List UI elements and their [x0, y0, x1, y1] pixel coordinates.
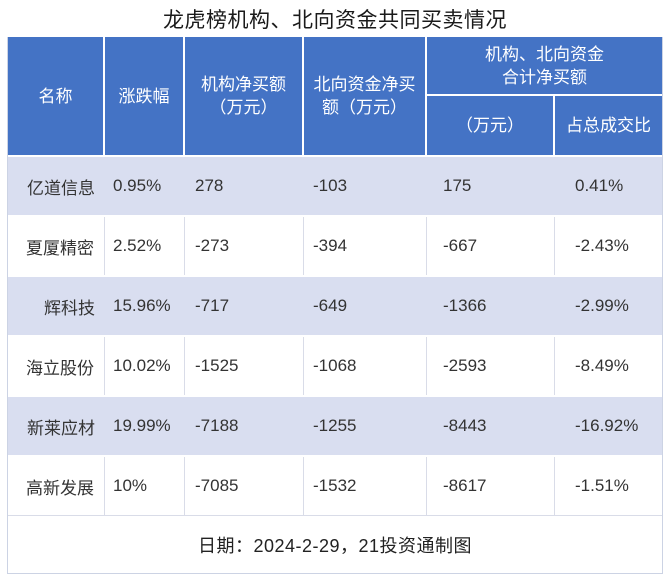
header-combined-ratio: 占总成交比 — [566, 116, 651, 135]
cell-combined-ratio: -1.51% — [575, 476, 629, 495]
table-row: 夏厦精密 2.52% -273 -394 -667 -2.43% — [8, 215, 662, 275]
cell-combined-ratio: -2.43% — [575, 236, 629, 255]
cell-north-net-buy: -103 — [313, 176, 348, 195]
cell-stock-name: 亿道信息 — [27, 178, 95, 198]
cell-combined-amount: -1366 — [443, 296, 487, 315]
cell-stock-name: 海立股份 — [8, 337, 105, 395]
header-north-net-buy: 北向资金净买 额（万元） — [304, 37, 427, 155]
table-row: 高新发展 10% -7085 -1532 -8617 -1.51% — [8, 455, 662, 515]
table-body: 亿道信息 0.95% 278 -103 175 0.41% 夏厦精密 2.52%… — [8, 155, 662, 515]
cell-north-net-buy: -1532 — [304, 457, 427, 515]
cell-inst-net-buy: -7085 — [185, 457, 304, 515]
cell-stock-name: 夏厦精密 — [8, 217, 105, 275]
cell-change-percent: 19.99% — [113, 416, 171, 435]
cell-change-percent: 2.52% — [105, 217, 185, 275]
data-table: 名称 涨跌幅 机构净买额 （万元） 北向资金净买 额（万元） 机构、北向资金 合… — [7, 37, 663, 574]
cell-inst-net-buy: 278 — [195, 176, 224, 195]
cell-change-percent: 15.96% — [113, 296, 171, 315]
cell-change-percent: 10.02% — [105, 337, 185, 395]
header-combined-amount: （万元） — [427, 96, 555, 155]
chart-title: 龙虎榜机构、北向资金共同买卖情况 — [163, 9, 507, 32]
cell-stock-name: 新莱应材 — [27, 418, 95, 438]
cell-inst-net-buy: -717 — [195, 296, 230, 315]
cell-combined-amount: -8443 — [443, 416, 487, 435]
cell-stock-name: 高新发展 — [8, 457, 105, 515]
table-footer-note: 日期：2024-2-29，21投资通制图 — [8, 515, 662, 573]
header-change: 涨跌幅 — [105, 37, 185, 155]
table-row: 新莱应材 19.99% -7188 -1255 -8443 -16.92% — [8, 395, 662, 455]
cell-inst-net-buy: -273 — [185, 217, 304, 275]
cell-combined-ratio: -2.99% — [575, 296, 629, 315]
cell-combined-amount: -667 — [427, 217, 555, 275]
cell-combined-amount: -2593 — [427, 337, 555, 395]
header-combined-subrow: （万元） 占总成交比 — [427, 96, 662, 155]
cell-north-net-buy: -1068 — [304, 337, 427, 395]
cell-combined-ratio: -16.92% — [575, 416, 639, 435]
header-combined-group: 机构、北向资金 合计净买额 （万元） 占总成交比 — [427, 37, 662, 155]
cell-change-percent: 10% — [105, 457, 185, 515]
cell-combined-amount: -8617 — [427, 457, 555, 515]
cell-stock-name: 辉科技 — [44, 298, 95, 318]
header-combined-title: 机构、北向资金 合计净买额 — [427, 37, 662, 96]
table-row: 辉科技 15.96% -717 -649 -1366 -2.99% — [8, 275, 662, 335]
header-inst-net-buy: 机构净买额 （万元） — [185, 37, 304, 155]
header-name: 名称 — [8, 37, 105, 155]
cell-inst-net-buy: -7188 — [195, 416, 239, 435]
cell-combined-ratio: -8.49% — [575, 356, 629, 375]
cell-north-net-buy: -394 — [304, 217, 427, 275]
cell-combined-ratio: 0.41% — [575, 176, 624, 195]
table-header: 名称 涨跌幅 机构净买额 （万元） 北向资金净买 额（万元） 机构、北向资金 合… — [8, 37, 662, 155]
table-row: 亿道信息 0.95% 278 -103 175 0.41% — [8, 155, 662, 215]
cell-north-net-buy: -649 — [313, 296, 348, 315]
cell-combined-amount: 175 — [443, 176, 472, 195]
cell-change-percent: 0.95% — [113, 176, 162, 195]
cell-north-net-buy: -1255 — [313, 416, 357, 435]
cell-inst-net-buy: -1525 — [185, 337, 304, 395]
table-row: 海立股份 10.02% -1525 -1068 -2593 -8.49% — [8, 335, 662, 395]
